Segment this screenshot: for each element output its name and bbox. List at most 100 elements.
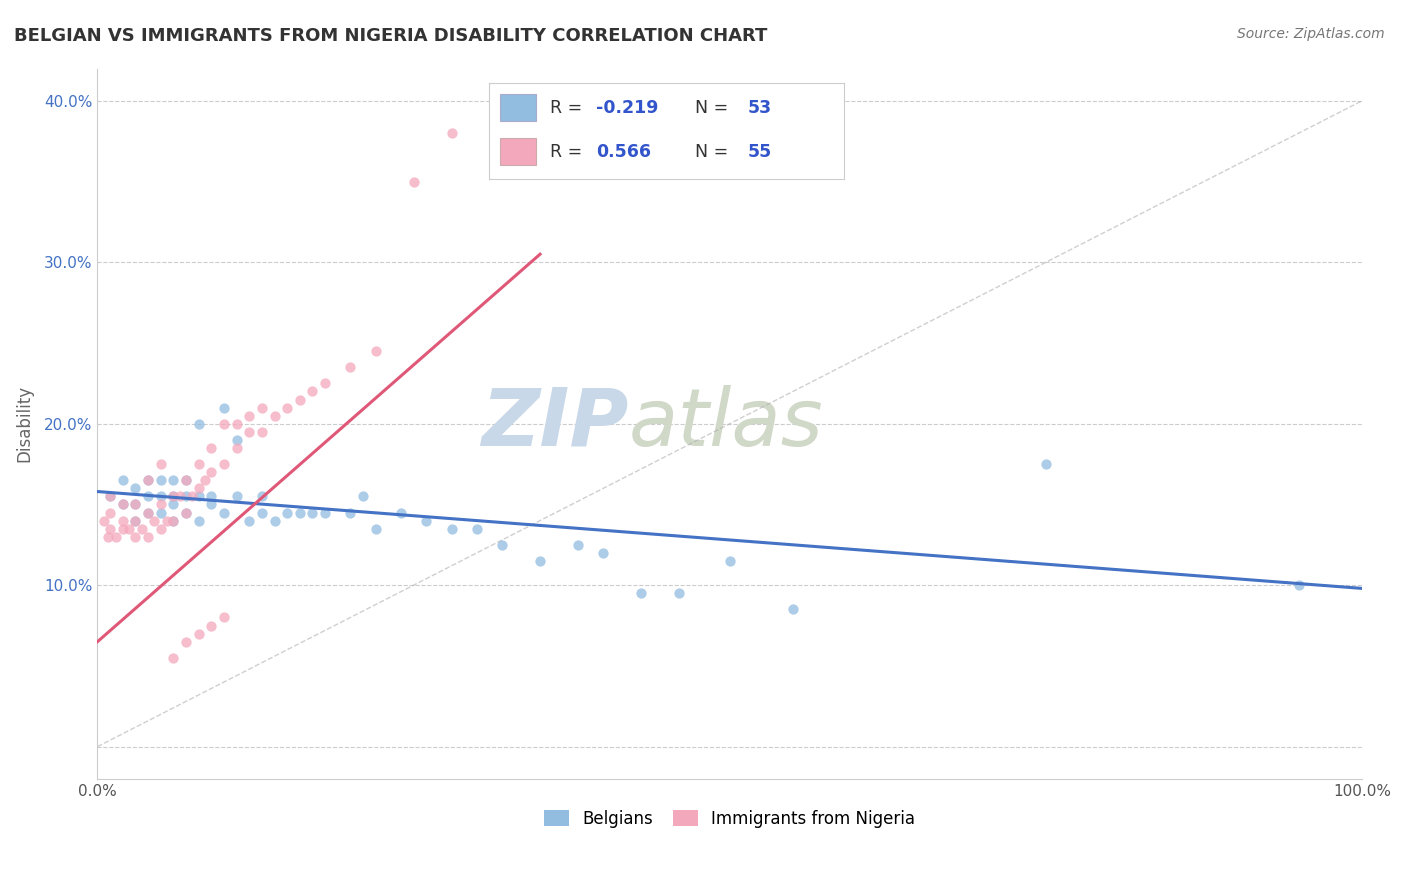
Point [149,498,172,512]
Point [174,473,197,487]
Point [301,506,323,520]
Point [288,392,311,407]
Point [225,489,247,503]
Point [200,465,222,479]
Point [156,514,179,528]
Text: Source: ZipAtlas.com: Source: ZipAtlas.com [1237,27,1385,41]
Point [174,634,197,648]
Point [529,554,551,568]
Point [136,473,159,487]
Text: atlas: atlas [628,384,824,463]
Point [169,489,191,503]
Point [174,506,197,520]
Point [288,506,311,520]
Point [124,514,146,528]
Point [124,530,146,544]
Point [111,498,134,512]
Point [136,506,159,520]
Point [93,514,115,528]
Point [364,344,387,359]
Point [187,481,209,495]
Point [389,506,412,520]
Point [111,522,134,536]
Point [149,473,172,487]
Point [440,522,463,536]
Point [415,514,437,528]
Point [314,376,336,391]
Point [314,506,336,520]
Point [200,441,222,455]
Point [194,473,217,487]
Point [187,626,209,640]
Point [187,457,209,471]
Point [124,514,146,528]
Point [162,514,184,528]
Point [124,498,146,512]
Point [174,506,197,520]
Point [212,457,235,471]
Point [187,514,209,528]
Point [630,586,652,600]
Point [143,514,166,528]
Point [149,489,172,503]
Text: ZIP: ZIP [481,384,628,463]
Point [136,530,159,544]
Point [238,425,260,439]
Point [225,433,247,447]
Point [162,473,184,487]
Point [105,530,128,544]
Point [162,489,184,503]
Point [301,384,323,399]
Point [250,506,273,520]
Point [402,175,425,189]
Point [124,481,146,495]
Point [364,522,387,536]
Point [592,546,614,560]
Point [1288,578,1310,592]
Point [263,514,285,528]
Point [111,514,134,528]
Point [440,126,463,140]
Point [149,522,172,536]
Point [149,457,172,471]
Point [98,522,121,536]
Point [238,409,260,423]
Point [118,522,141,536]
Point [225,441,247,455]
Point [782,602,804,616]
Point [162,498,184,512]
Point [124,498,146,512]
Point [491,538,513,552]
Legend: Belgians, Immigrants from Nigeria: Belgians, Immigrants from Nigeria [537,803,922,835]
Point [250,425,273,439]
Point [339,506,361,520]
Text: BELGIAN VS IMMIGRANTS FROM NIGERIA DISABILITY CORRELATION CHART: BELGIAN VS IMMIGRANTS FROM NIGERIA DISAB… [14,27,768,45]
Point [212,401,235,415]
Point [465,522,488,536]
Point [352,489,374,503]
Point [238,514,260,528]
Point [212,610,235,624]
Point [98,489,121,503]
Point [187,489,209,503]
Point [111,473,134,487]
Point [225,417,247,431]
Point [718,554,741,568]
Point [250,401,273,415]
Point [174,473,197,487]
Point [567,538,589,552]
Point [162,489,184,503]
Point [187,417,209,431]
Point [98,489,121,503]
Point [339,360,361,375]
Point [174,489,197,503]
Point [162,514,184,528]
Point [668,586,690,600]
Point [98,506,121,520]
Point [250,489,273,503]
Point [131,522,153,536]
Point [200,618,222,632]
Point [149,506,172,520]
Point [97,530,120,544]
Point [136,506,159,520]
